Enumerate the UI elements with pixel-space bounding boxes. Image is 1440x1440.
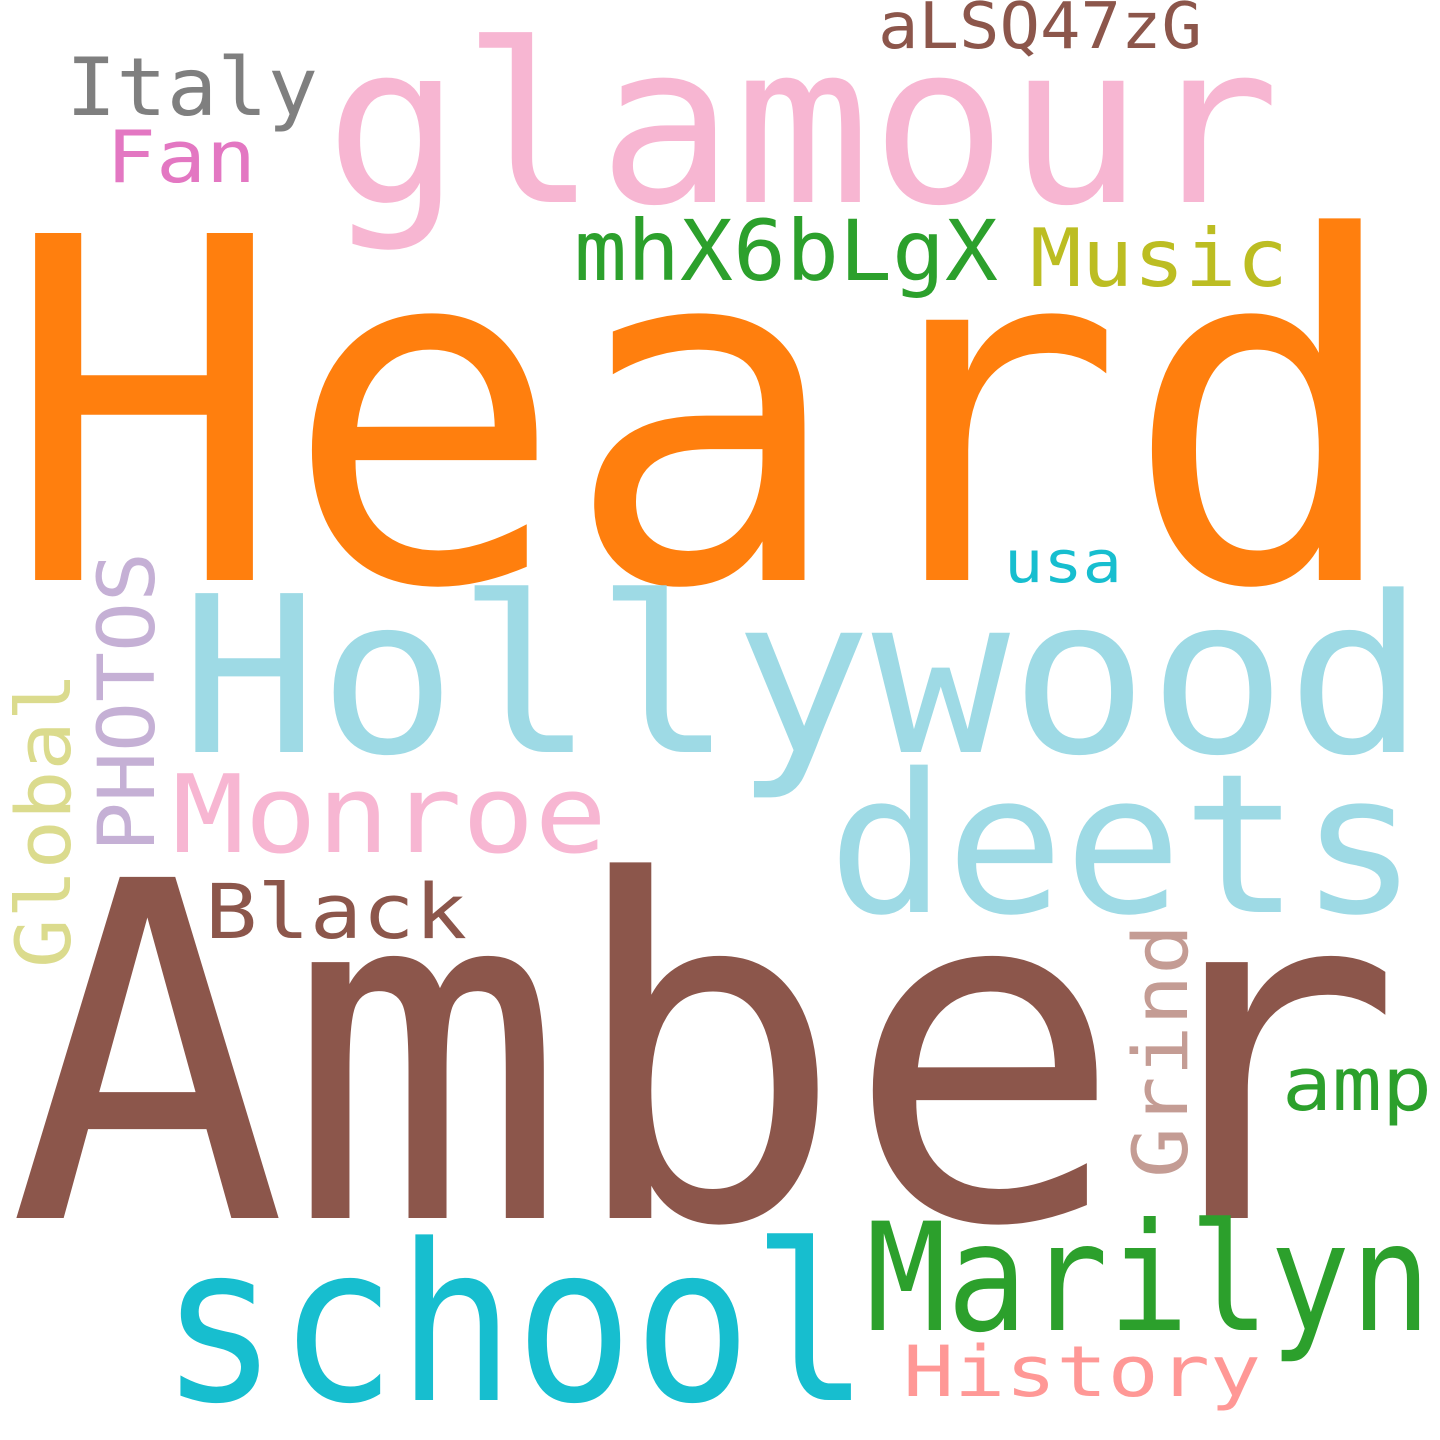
word-black: Black (205, 867, 467, 956)
word-fan: Fan (106, 115, 256, 199)
word-usa: usa (1004, 528, 1122, 596)
word-mhx6blgx: mhX6bLgX (574, 202, 998, 300)
word-music: Music (1030, 212, 1288, 305)
word-hollywood: Hollywood (180, 551, 1425, 804)
word-glamour: glamour (325, 0, 1280, 255)
word-school: school (160, 1199, 870, 1440)
word-amber: Amber (8, 785, 1403, 1329)
word-alsq47zg: aLSQ47zG (878, 0, 1202, 64)
word-heard: Heard (4, 139, 1404, 693)
word-history: History (903, 1331, 1261, 1413)
word-marilyn: Marilyn (866, 1192, 1431, 1366)
word-italy: Italy (66, 41, 318, 134)
word-amp: amp (1282, 1042, 1432, 1128)
word-photos: PHOTOS (83, 552, 173, 852)
word-global: Global (0, 672, 88, 968)
word-grind: Grind (1116, 924, 1205, 1178)
word-monroe: Monroe (172, 753, 607, 878)
word-deets: deets (828, 732, 1418, 958)
